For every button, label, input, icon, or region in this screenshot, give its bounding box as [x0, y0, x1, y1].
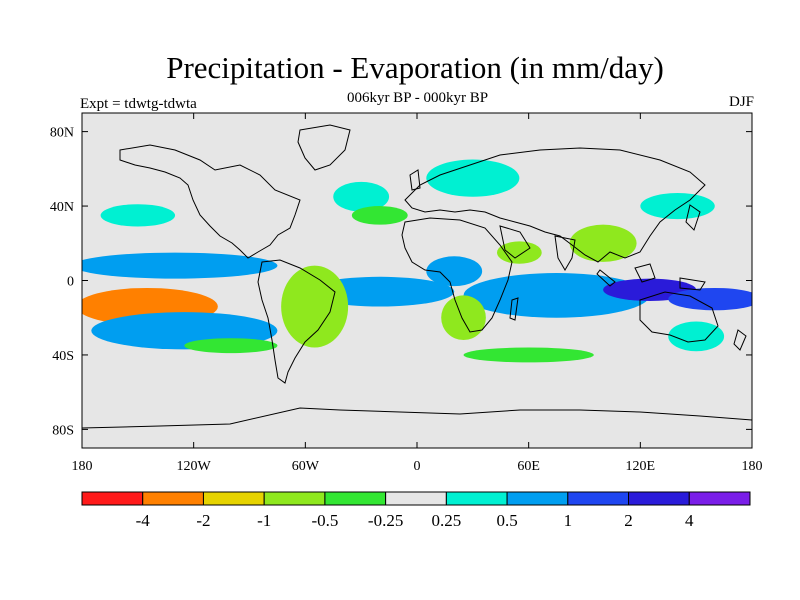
lat-label: 80N — [50, 126, 74, 141]
coastline-madagascar — [509, 297, 519, 321]
coastline-sumatra — [596, 269, 616, 287]
coastline-north-america — [119, 144, 301, 259]
coastline-japan — [685, 204, 701, 231]
colorbar-box — [445, 491, 508, 506]
experiment-label: Expt = tdwtg-tdwta — [80, 96, 197, 112]
coastline-uk — [409, 169, 421, 191]
coastline-eurasia — [404, 147, 706, 263]
colorbar-label: -1 — [257, 511, 271, 530]
coastline-layer — [82, 124, 752, 429]
colorbar-label: -0.25 — [368, 511, 403, 530]
colorbar-box — [567, 491, 630, 506]
coastline-antarctica — [82, 407, 752, 429]
colorbar-box — [628, 491, 690, 506]
anomaly-southern-africa-dry — [441, 295, 486, 341]
lat-label: 40S — [52, 349, 74, 364]
coastline-new-zealand — [733, 329, 747, 351]
latitude-labels: 80N 40N 0 40S 80S — [50, 126, 74, 439]
coastline-australia — [639, 291, 719, 343]
lat-label: 0 — [67, 275, 74, 290]
colorbar-label: -2 — [196, 511, 210, 530]
anomaly-indian-ocean-wet-outer — [463, 273, 650, 318]
colorbar-label: -4 — [136, 511, 151, 530]
chart-title: Precipitation - Evaporation (in mm/day) — [166, 50, 664, 85]
anomaly-layer — [82, 159, 752, 363]
colorbar-boxes — [81, 491, 751, 506]
lon-label: 60W — [292, 459, 320, 474]
lon-label: 0 — [414, 459, 421, 474]
colorbar-box — [142, 491, 204, 506]
colorbar-label: 1 — [564, 511, 573, 530]
coastline-india — [554, 235, 576, 271]
anomaly-north-pacific-itcz-outer — [82, 252, 278, 279]
lon-label: 120E — [626, 459, 656, 474]
colorbar-box — [263, 491, 326, 506]
anomaly-northwest-pacific-wet — [640, 193, 715, 220]
longitude-labels: 180 120W 60W 0 60E 120E 180 — [72, 459, 763, 474]
lat-label: 80S — [52, 423, 74, 438]
anomaly-south-america-dry-outer — [281, 265, 349, 348]
coastline-greenland — [297, 124, 351, 171]
map-panel: 80N 40N 0 40S 80S 180 120W 60W 0 60E 120E 180 — [50, 112, 763, 474]
anomaly-northeast-pacific-wet — [100, 204, 176, 227]
lon-label: 180 — [72, 459, 93, 474]
anomaly-south-asia-dry — [569, 224, 637, 262]
colorbar-label: 2 — [624, 511, 633, 530]
coastline-new-guinea — [679, 277, 706, 291]
anomaly-east-australia-wet — [668, 321, 725, 352]
chart-subtitle: 006kyr BP - 000kyr BP — [346, 90, 489, 106]
colorbar-box — [385, 491, 447, 506]
coastline-south-america — [257, 259, 336, 384]
colorbar-box — [688, 491, 751, 506]
coastline-borneo — [634, 263, 656, 283]
coastline-africa — [401, 217, 513, 333]
colorbar-labels: -4 -2 -1 -0.5 -0.25 0.25 0.5 1 2 4 — [136, 511, 694, 530]
lon-label: 60E — [517, 459, 540, 474]
anomaly-north-atlantic-wet — [333, 181, 390, 212]
colorbar-box — [324, 491, 387, 506]
anomaly-arabian-dry — [497, 241, 542, 264]
season-label: DJF — [728, 94, 754, 110]
colorbar-box — [81, 491, 144, 506]
axis-ticks — [81, 113, 753, 448]
colorbar-label: 0.5 — [496, 511, 517, 530]
anomaly-europe-wet — [426, 159, 520, 197]
lat-label: 40N — [50, 200, 74, 215]
colorbar-box — [202, 491, 265, 506]
colorbar-label: -0.5 — [311, 511, 338, 530]
colorbar-label: 0.25 — [431, 511, 461, 530]
colorbar: -4 -2 -1 -0.5 -0.25 0.25 0.5 1 2 4 — [81, 491, 751, 530]
anomaly-west-pacific-wet — [668, 287, 752, 311]
anomaly-africa-wet — [426, 256, 483, 287]
anomaly-southern-ocean-dry — [463, 347, 594, 363]
coastline-arabia — [499, 225, 531, 259]
anomaly-south-pacific-dry — [184, 338, 278, 354]
lon-label: 180 — [742, 459, 763, 474]
anomaly-north-atlantic-dry — [351, 206, 408, 225]
colorbar-label: 4 — [685, 511, 694, 530]
lon-label: 120W — [177, 459, 212, 474]
colorbar-box — [506, 491, 569, 506]
